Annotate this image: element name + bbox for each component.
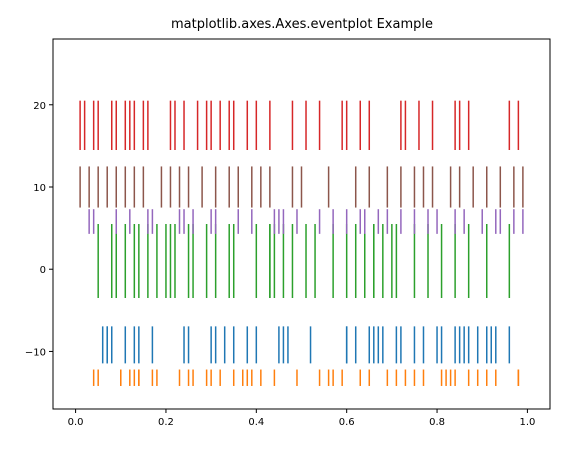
y-tick-label: 10 (33, 183, 46, 194)
plot-frame (52, 38, 551, 410)
x-tick-label: 0.6 (339, 417, 355, 428)
y-tick-label: 20 (33, 101, 46, 112)
x-tick-label: 0.8 (429, 417, 445, 428)
x-tick-label: 1.0 (519, 417, 535, 428)
x-tick-label: 0.4 (248, 417, 264, 428)
y-tick-label: 0 (40, 265, 46, 276)
chart-title: matplotlib.axes.Axes.eventplot Example (171, 17, 433, 32)
event-series-5 (79, 100, 520, 150)
event-series-3 (88, 209, 524, 234)
event-series-1 (101, 326, 511, 364)
x-tick-label: 0.2 (158, 417, 174, 428)
series-layer (79, 100, 524, 386)
event-series-4 (79, 166, 524, 208)
x-axis: 0.0 0.2 0.4 0.6 0.8 1.0 (68, 409, 535, 428)
y-axis: −10 0 10 20 (25, 101, 53, 358)
x-tick-label: 0.0 (68, 417, 84, 428)
y-tick-label: −10 (25, 347, 46, 358)
event-series-0 (92, 369, 520, 386)
event-series-2 (97, 224, 511, 298)
